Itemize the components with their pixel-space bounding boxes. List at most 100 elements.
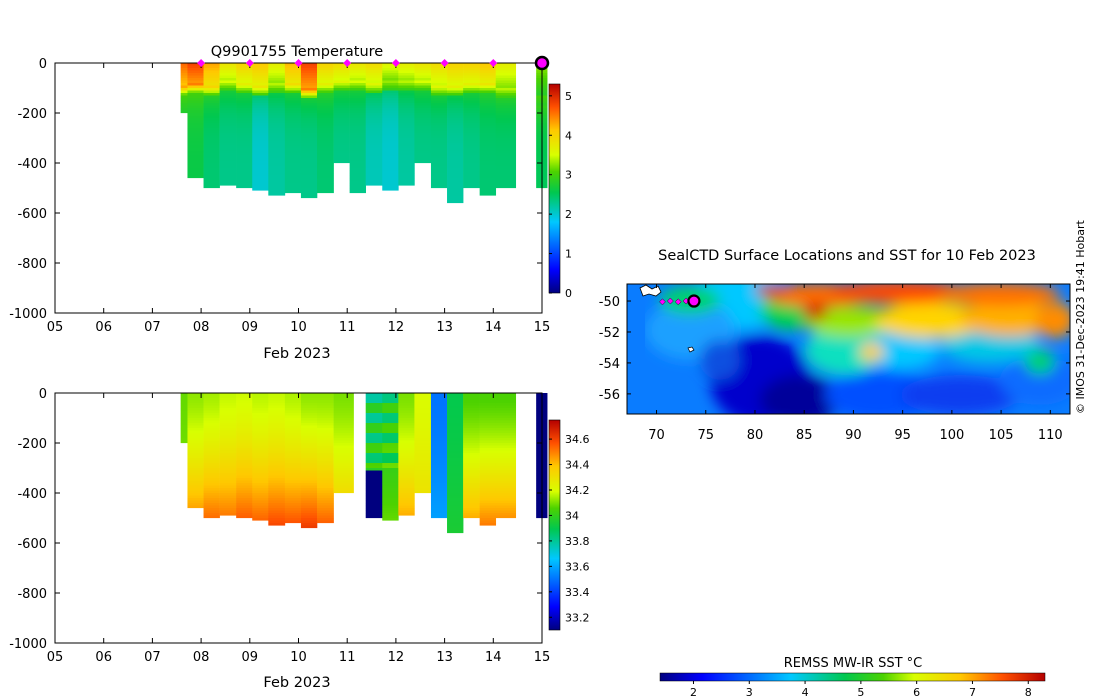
temperature-cell xyxy=(382,80,399,84)
salinity-cell xyxy=(317,445,334,449)
temperature-cell xyxy=(463,155,480,159)
salinity-cell xyxy=(479,480,497,484)
temperature-cell xyxy=(236,135,253,139)
temperature-cell xyxy=(398,123,415,126)
temperature-cell xyxy=(333,63,350,66)
salinity-cell xyxy=(236,423,253,426)
temperature-cell xyxy=(382,150,399,154)
salinity-cell xyxy=(398,483,415,486)
salinity-cell xyxy=(463,430,480,434)
salinity-cell xyxy=(236,410,253,414)
temperature-cell xyxy=(300,128,318,131)
y-tick-label: -200 xyxy=(17,107,47,122)
temperature-cell xyxy=(398,98,415,101)
temperature-cell xyxy=(180,83,188,86)
temperature-cell xyxy=(317,80,334,84)
imos-credit: © IMOS 31-Dec-2023 19:41 Hobart xyxy=(1074,219,1087,414)
salinity-cell xyxy=(365,503,383,506)
temperature-cell xyxy=(317,100,334,104)
salinity-cell xyxy=(252,393,269,396)
temperature-cell xyxy=(495,128,517,131)
salinity-cell xyxy=(236,478,253,481)
salinity-cell xyxy=(463,410,480,414)
temperature-cell xyxy=(349,115,367,119)
salinity-cell xyxy=(203,453,220,456)
temperature-cell xyxy=(219,70,237,74)
salinity-cell xyxy=(252,455,269,459)
track-point xyxy=(659,298,666,306)
salinity-cell xyxy=(236,473,253,476)
temperature-cell xyxy=(252,125,269,129)
temperature-cell xyxy=(187,103,204,106)
temperature-cell xyxy=(333,103,350,106)
temperature-cell xyxy=(479,90,497,94)
temperature-cell xyxy=(414,143,432,146)
temperature-cell xyxy=(447,125,464,129)
temperature-cell xyxy=(349,85,367,89)
temperature-cell xyxy=(284,148,302,151)
temperature-cell xyxy=(447,105,464,109)
salinity-cell xyxy=(236,448,253,451)
temperature-cell xyxy=(252,140,269,144)
temperature-cell xyxy=(463,128,480,131)
salinity-cell xyxy=(268,503,286,506)
temperature-cell xyxy=(365,75,383,79)
temperature-cell xyxy=(187,128,204,131)
temperature-cell xyxy=(463,150,480,154)
salinity-cell xyxy=(479,413,497,416)
salinity-cell xyxy=(284,475,302,479)
salinity-cell xyxy=(382,450,399,454)
temperature-cell xyxy=(365,123,383,126)
temperature-cell xyxy=(333,120,350,124)
salinity-cell xyxy=(365,508,383,511)
temperature-cell xyxy=(398,133,415,136)
temperature-cell xyxy=(495,160,517,164)
temperature-cell xyxy=(479,180,497,184)
temperature-profile xyxy=(252,63,269,191)
temperature-cell xyxy=(365,65,383,69)
salinity-cell xyxy=(430,490,448,494)
salinity-cell xyxy=(463,398,480,401)
salinity-cell xyxy=(447,508,464,511)
salinity-cell xyxy=(317,430,334,434)
temperature-cell xyxy=(430,63,448,66)
temperature-cell xyxy=(495,173,517,176)
salinity-cell xyxy=(447,410,464,414)
temperature-cell xyxy=(317,175,334,179)
salinity-cell xyxy=(479,405,497,409)
salinity-cell xyxy=(219,425,237,429)
salinity-cell xyxy=(203,430,220,434)
salinity-cell xyxy=(300,403,318,406)
sst-colorbar-tick-label: 2 xyxy=(690,686,697,699)
salinity-cell xyxy=(430,488,448,491)
salinity-cell xyxy=(398,510,415,514)
temperature-cell xyxy=(284,163,302,166)
salinity-cell xyxy=(284,428,302,431)
temperature-cell xyxy=(430,68,448,71)
temperature-cell xyxy=(365,118,383,121)
salinity-cell xyxy=(252,478,269,481)
temperature-cell xyxy=(479,113,497,116)
salinity-cell xyxy=(300,423,318,426)
temperature-cell xyxy=(398,100,415,104)
salinity-cell xyxy=(447,488,464,491)
temperature-cell xyxy=(219,110,237,114)
temperature-cell xyxy=(333,88,350,91)
temperature-cell xyxy=(447,188,464,191)
temperature-cell xyxy=(268,83,286,86)
temperature-cell xyxy=(317,68,334,71)
salinity-cell xyxy=(300,450,318,454)
temperature-cell xyxy=(365,130,383,134)
temperature-cell xyxy=(300,100,318,104)
salinity-cell xyxy=(333,398,354,401)
salinity-cell xyxy=(236,493,253,496)
temperature-cell xyxy=(398,163,415,166)
temperature-cell xyxy=(333,110,350,114)
salinity-cell xyxy=(252,425,269,429)
temperature-cell xyxy=(284,185,302,189)
salinity-cell xyxy=(414,440,432,444)
temperature-cell xyxy=(382,130,399,134)
temperature-cell xyxy=(236,163,253,166)
temperature-cell xyxy=(187,145,204,149)
lon-tick-label: 105 xyxy=(989,428,1014,443)
